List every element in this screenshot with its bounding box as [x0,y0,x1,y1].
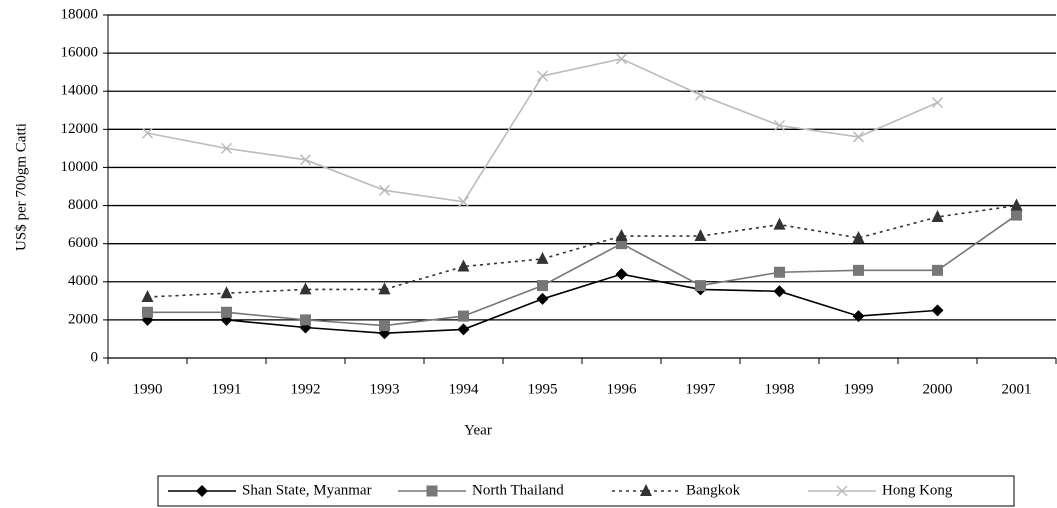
marker [695,280,706,292]
x-tick-label: 1993 [370,381,400,397]
marker [426,485,438,497]
marker [220,142,233,154]
series-line [147,204,1017,298]
marker [640,484,652,496]
marker [537,280,548,292]
marker [221,306,232,318]
marker [1011,209,1022,221]
y-tick-label: 0 [91,349,99,365]
marker [378,282,391,295]
x-tick-label: 1996 [607,381,638,397]
marker [931,209,944,222]
marker [852,230,865,243]
marker [615,268,628,281]
marker [220,286,233,299]
marker [196,485,208,497]
marker [457,259,470,272]
y-tick-label: 18000 [61,6,99,22]
marker [773,285,786,298]
y-axis-label: US$ per 700gm Catti [13,123,29,251]
y-tick-label: 4000 [68,273,98,289]
marker [615,53,628,65]
marker [853,264,864,276]
marker [852,131,865,143]
marker [378,184,391,196]
marker [458,310,469,322]
marker [379,320,390,332]
marker [616,238,627,250]
marker [931,97,944,109]
legend-label: Bangkok [686,482,741,498]
marker [774,266,785,278]
x-tick-label: 2000 [923,381,953,397]
marker [299,282,312,295]
legend-label: Hong Kong [882,482,953,498]
marker [141,127,154,139]
marker [536,251,549,264]
marker [1010,198,1023,211]
y-tick-label: 12000 [61,121,99,137]
x-tick-label: 2001 [1002,381,1032,397]
y-tick-label: 14000 [61,83,99,99]
marker [457,196,470,208]
x-axis-label: Year [464,422,492,438]
x-tick-label: 1990 [133,381,163,397]
y-tick-label: 16000 [61,45,99,61]
marker [299,154,312,166]
x-tick-label: 1992 [291,381,321,397]
y-tick-label: 8000 [68,197,98,213]
marker [773,217,786,230]
marker [836,485,848,497]
series-line [147,214,1017,327]
y-tick-label: 6000 [68,235,98,251]
marker [694,229,707,242]
marker [142,306,153,318]
x-tick-label: 1999 [844,381,874,397]
x-tick-label: 1995 [528,381,558,397]
marker [694,89,707,101]
legend-label: Shan State, Myanmar [242,482,372,498]
marker [457,323,470,336]
x-tick-label: 1991 [212,381,242,397]
x-tick-label: 1997 [686,381,717,397]
marker [932,264,943,276]
marker [773,119,786,132]
y-tick-label: 2000 [68,311,98,327]
marker [141,290,154,303]
x-tick-label: 1994 [449,381,480,397]
legend-label: North Thailand [472,482,564,498]
marker [931,304,944,317]
y-tick-label: 10000 [61,159,99,175]
marker [852,310,865,323]
marker [300,314,311,326]
marker [615,229,628,242]
series-line [147,57,938,203]
marker [536,292,549,305]
x-tick-label: 1998 [765,381,795,397]
marker [536,70,549,82]
